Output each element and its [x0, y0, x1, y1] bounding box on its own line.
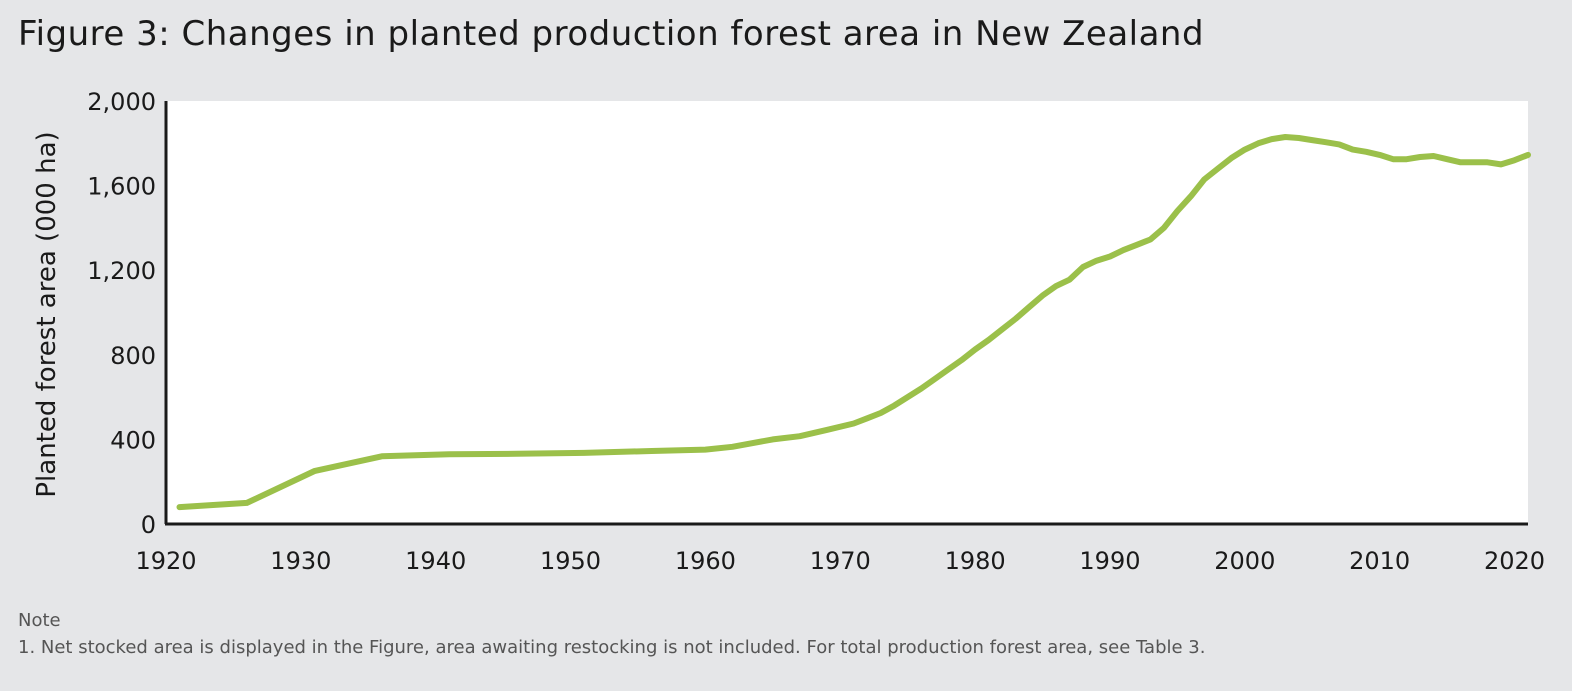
- y-tick-label: 0: [141, 511, 156, 539]
- y-tick-label: 1,200: [87, 257, 156, 285]
- y-tick-label: 2,000: [87, 88, 156, 116]
- note-text: 1. Net stocked area is displayed in the …: [18, 637, 1206, 658]
- x-tick-label: 1950: [540, 547, 601, 575]
- x-tick-label: 2020: [1484, 547, 1545, 575]
- y-tick-label: 400: [110, 426, 156, 454]
- y-axis-label: Planted forest area (000 ha): [32, 131, 62, 497]
- x-tick-label: 2010: [1349, 547, 1410, 575]
- x-tick-label: 1970: [810, 547, 871, 575]
- x-tick-label: 1920: [135, 547, 196, 575]
- y-tick-label: 800: [110, 342, 156, 370]
- x-tick-label: 1930: [270, 547, 331, 575]
- x-tick-label: 1990: [1079, 547, 1140, 575]
- note-label: Note: [18, 610, 61, 631]
- x-tick-label: 1940: [405, 547, 466, 575]
- x-tick-label: 1960: [675, 547, 736, 575]
- x-axis-ticks: 1920 1930 1940 1950 1960 1970 1980 1990 2000 2010…: [135, 547, 1545, 575]
- series-line-planted-forest-area: [176, 134, 1531, 511]
- x-tick-label: 2000: [1214, 547, 1275, 575]
- y-axis-ticks: 0 400 800 1,200 1,600 2,000: [87, 88, 156, 539]
- x-tick-label: 1980: [945, 547, 1006, 575]
- figure-title: Figure 3: Changes in planted production …: [18, 14, 1205, 54]
- y-tick-label: 1,600: [87, 173, 156, 201]
